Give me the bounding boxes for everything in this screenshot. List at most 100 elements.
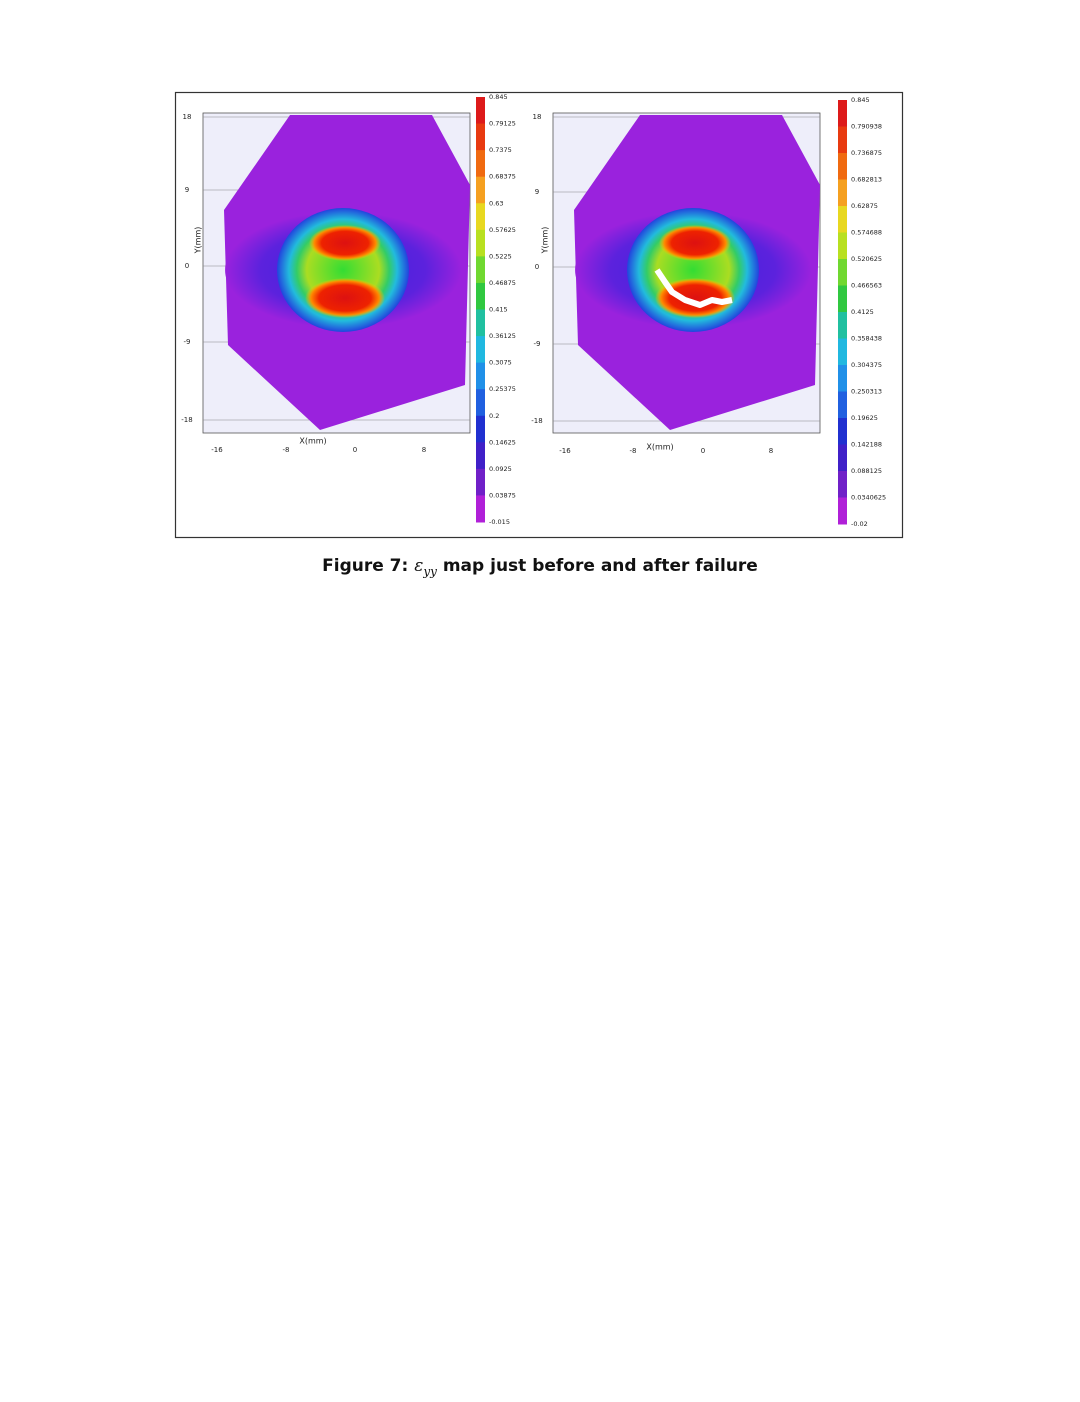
y-tick-label: 18	[183, 113, 192, 121]
crack	[654, 268, 733, 308]
colorbar-label: 0.57625	[489, 226, 516, 234]
colorbar-label: 0.79125	[489, 120, 516, 128]
figure: 18 9 0 -9 -18 -16 -8 0 8 X(mm) Y(mm) 0.845 0.79125 0.…	[174, 91, 904, 539]
colorbar-label: 0.5225	[489, 252, 512, 260]
colorbar-label: 0.68375	[489, 173, 516, 181]
caption-text: map just before and after failure	[442, 556, 758, 576]
colorbar-segment	[476, 442, 485, 470]
x-tick-label: -8	[630, 447, 637, 455]
colorbar-label: 0.25375	[489, 385, 516, 393]
colorbar-label: 0.0340625	[851, 494, 886, 502]
colorbar-label: 0.46875	[489, 279, 516, 287]
colorbar-segment	[476, 468, 485, 496]
x-axis-label: X(mm)	[299, 437, 326, 446]
colorbar-label: 0.7375	[489, 146, 512, 154]
x-tick-label: -16	[211, 446, 223, 454]
colorbar-segment	[476, 495, 485, 523]
x-tick-label: -16	[559, 447, 571, 455]
caption-subscript: yy	[423, 564, 437, 579]
colorbar-segment	[838, 471, 847, 498]
colorbar-label: 0.36125	[489, 332, 516, 340]
colorbar-segment	[476, 256, 485, 284]
colorbar-segment	[476, 309, 485, 337]
y-tick-label: -9	[534, 340, 541, 348]
strain-lobe	[309, 225, 381, 261]
colorbar-label: 0.142188	[851, 441, 882, 449]
colorbar-label: 0.63	[489, 199, 503, 207]
colorbar-label: 0.2	[489, 412, 499, 420]
colorbar-label: 0.088125	[851, 467, 882, 475]
colorbar-segment	[838, 365, 847, 392]
colorbar-label: 0.19625	[851, 414, 878, 422]
colorbar-label: 0.520625	[851, 255, 882, 263]
y-axis-label: Y(mm)	[194, 227, 203, 255]
y-tick-label: 18	[533, 113, 542, 121]
y-tick-label: -18	[181, 416, 192, 424]
colorbar-label: 0.845	[489, 93, 508, 101]
colorbar-segment	[476, 203, 485, 231]
figure-frame	[174, 91, 904, 539]
caption-label: Figure 7:	[322, 556, 409, 576]
colorbar-segment	[838, 285, 847, 313]
strain-lobe	[305, 278, 385, 318]
colorbar-label: 0.790938	[851, 123, 882, 131]
colorbar-segment	[838, 312, 847, 339]
colorbar-label: 0.03875	[489, 491, 516, 499]
y-tick-label: -9	[184, 338, 191, 346]
colorbar-segment	[476, 150, 485, 178]
colorbar-segment	[838, 418, 847, 445]
colorbar-label: 0.304375	[851, 361, 882, 369]
colorbar-segment	[838, 497, 847, 525]
y-tick-label: -18	[531, 417, 542, 425]
colorbar-segment	[476, 362, 485, 390]
x-tick-label: 8	[422, 446, 426, 454]
colorbar-label: 0.574688	[851, 229, 882, 237]
y-tick-label: 0	[535, 263, 539, 271]
colorbar-segment	[838, 153, 847, 180]
caption: Figure 7: εyy map just before and after …	[0, 556, 1080, 578]
y-tick-label: 9	[535, 188, 539, 196]
y-tick-label: 9	[185, 186, 189, 194]
x-tick-label: 0	[701, 447, 705, 455]
colorbar-segment	[838, 444, 847, 472]
y-tick-label: 0	[185, 262, 189, 270]
colorbar-segment	[838, 391, 847, 419]
colorbar-segment	[476, 229, 485, 257]
colorbar-segment	[476, 176, 485, 204]
colorbar-segment	[476, 389, 485, 417]
y-axis-label: Y(mm)	[541, 227, 550, 255]
colorbar-label: -0.02	[851, 520, 868, 528]
colorbar-label: 0.3075	[489, 359, 512, 367]
colorbar-segment	[838, 179, 847, 207]
colorbar-label: 0.736875	[851, 149, 882, 157]
colorbar-segment	[838, 100, 847, 127]
colorbar-label: 0.845	[851, 96, 870, 104]
colorbar-segment	[476, 282, 485, 310]
colorbar-segment	[838, 259, 847, 286]
x-axis-label: X(mm)	[646, 443, 673, 452]
caption-symbol: ε	[414, 556, 424, 576]
x-tick-label: -8	[283, 446, 290, 454]
colorbar-label: 0.14625	[489, 438, 516, 446]
colorbar-segment	[838, 206, 847, 233]
colorbar-segment	[838, 338, 847, 366]
colorbar-segment	[476, 97, 485, 125]
colorbar-segment	[838, 126, 847, 154]
colorbar-label: 0.466563	[851, 282, 882, 290]
colorbar-segment	[476, 336, 485, 364]
x-tick-label: 8	[769, 447, 773, 455]
colorbar-label: 0.682813	[851, 176, 882, 184]
colorbar-segment	[476, 123, 485, 151]
colorbar-label: 0.4125	[851, 308, 874, 316]
x-tick-label: 0	[353, 446, 357, 454]
colorbar-segment	[476, 415, 485, 443]
colorbar-label: 0.358438	[851, 335, 882, 343]
strain-lobe	[659, 225, 731, 261]
strain-lobe	[655, 278, 735, 318]
colorbar-segment	[838, 232, 847, 260]
colorbar-label: 0.0925	[489, 465, 512, 473]
colorbar-label: 0.250313	[851, 388, 882, 396]
colorbar-label: 0.415	[489, 306, 508, 314]
colorbar-label: 0.62875	[851, 202, 878, 210]
